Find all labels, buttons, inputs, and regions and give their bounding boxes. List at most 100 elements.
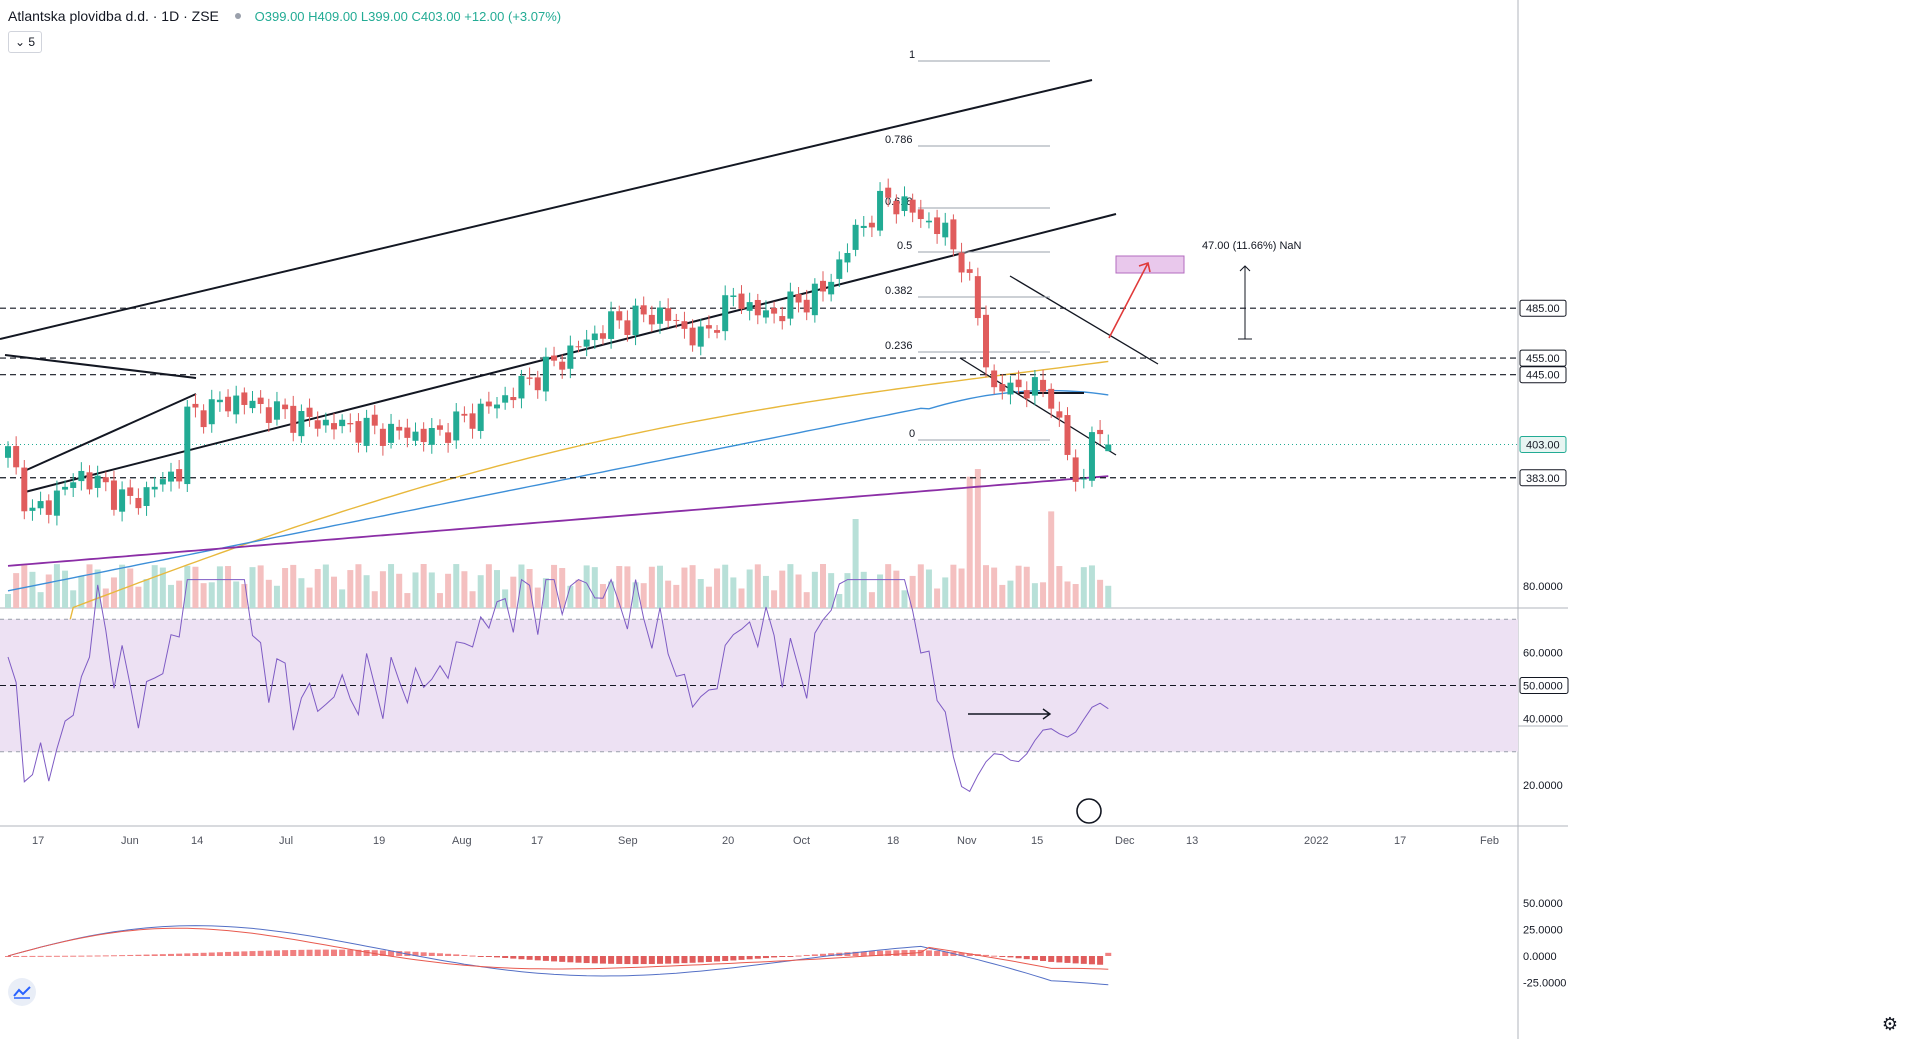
macd-histogram-bar (754, 956, 761, 959)
candle-body (942, 222, 949, 238)
candle-body (485, 401, 492, 407)
macd-histogram-bar (771, 956, 778, 958)
chart-legend: Atlantska plovidba d.d. · 1D · ZSE O399.… (8, 8, 561, 24)
candle-body (991, 370, 998, 388)
candle-body (526, 377, 533, 379)
candle-body (494, 404, 500, 409)
candle-body (363, 417, 370, 446)
candle-body (811, 283, 818, 316)
candle-body (1097, 429, 1104, 435)
symbol-title[interactable]: Atlantska plovidba d.d. · 1D · ZSE (8, 8, 219, 24)
candle-body (257, 397, 264, 405)
candle-body (983, 314, 989, 368)
price-tag (1519, 436, 1567, 454)
candle-body (339, 419, 346, 427)
candle-body (885, 187, 892, 198)
candle-body (225, 396, 232, 412)
volume-bar (934, 588, 941, 608)
candle-body (974, 276, 981, 319)
volume-bar (241, 584, 248, 608)
candle-body (45, 500, 52, 515)
volume-bar (282, 568, 289, 608)
candle-body (893, 200, 900, 215)
candle-body (371, 414, 378, 426)
macd-histogram-bar (62, 955, 69, 957)
candle-body (445, 432, 452, 443)
volume-bar (86, 564, 93, 608)
macd-histogram-bar (820, 953, 826, 956)
candle-body (722, 295, 729, 332)
volume-bar (852, 519, 859, 608)
macd-histogram-bar (966, 953, 973, 956)
candle-body (844, 252, 851, 263)
candle-body (135, 497, 142, 509)
macd-histogram-bar (673, 956, 680, 964)
candle-body (404, 427, 411, 438)
volume-bar (127, 568, 134, 608)
macd-histogram-bar (583, 956, 590, 964)
candle-body (233, 395, 240, 415)
macd-histogram-bar (559, 956, 566, 962)
macd-histogram-bar (762, 956, 769, 959)
volume-bar (836, 593, 843, 608)
macd-histogram-bar (575, 956, 582, 963)
candle-body (705, 325, 712, 329)
candle-body (958, 252, 965, 273)
candle-body (689, 327, 696, 346)
candle-body (542, 356, 549, 392)
macd-histogram-bar (412, 951, 419, 956)
macd-histogram-bar (991, 955, 998, 957)
fib-level-label: 0.786 (885, 134, 913, 146)
volume-bar (551, 564, 558, 608)
macd-histogram-bar (86, 955, 93, 957)
volume-bar (485, 564, 492, 608)
volume-bar (893, 570, 900, 608)
candle-body (265, 407, 272, 423)
candle-body (925, 220, 932, 223)
candle-body (1031, 377, 1038, 396)
volume-bar (1015, 565, 1022, 608)
price-tag-label: 455.00 (1526, 353, 1560, 365)
macd-histogram-bar (453, 954, 460, 956)
candle-body (461, 413, 468, 416)
volume-bar (70, 590, 77, 608)
macd-histogram-bar (1048, 956, 1055, 962)
macd-histogram-bar (1015, 956, 1022, 959)
price-and-time-axes[interactable]: 485.00 455.00 445.00 403.00 383.00 17 Jun 14 Jul… (32, 299, 1569, 990)
candle-body (412, 431, 419, 441)
volume-bar (184, 565, 191, 608)
candle-body (901, 196, 908, 211)
candle-body (29, 507, 36, 511)
macd-histogram-bar (510, 956, 517, 959)
candle-body (510, 397, 517, 401)
volume-bar (950, 564, 957, 608)
volume-bar (754, 564, 761, 608)
macd-tick-label: -25.0000 (1523, 978, 1566, 990)
volume-bar (608, 581, 615, 608)
macd-histogram-bar (257, 950, 264, 956)
candle-body (909, 199, 916, 213)
volume-bar (461, 571, 468, 608)
price-tag-label: 383.00 (1526, 473, 1560, 485)
candle-body (934, 217, 941, 235)
volume-bar (225, 566, 232, 608)
time-tick-label: Feb (1480, 835, 1499, 847)
indicator-collapse-button[interactable]: ⌄ 5 (8, 31, 42, 53)
macd-histogram-bar (518, 956, 525, 960)
time-tick-label: 15 (1031, 835, 1043, 847)
volume-bar (355, 564, 362, 608)
volume-bar (901, 590, 908, 608)
volume-bar (13, 573, 20, 608)
candle-body (657, 307, 663, 324)
rsi-line (7, 578, 1109, 793)
volume-bar (1031, 583, 1038, 608)
tradingview-logo-icon[interactable] (8, 978, 36, 1006)
gear-icon[interactable]: ⚙ (1881, 1014, 1899, 1034)
macd-histogram-bar (746, 956, 753, 960)
volume-bar (697, 579, 704, 608)
ma200-line (7, 475, 1109, 567)
candle-body (730, 295, 737, 297)
macd-histogram-bar (314, 949, 321, 956)
